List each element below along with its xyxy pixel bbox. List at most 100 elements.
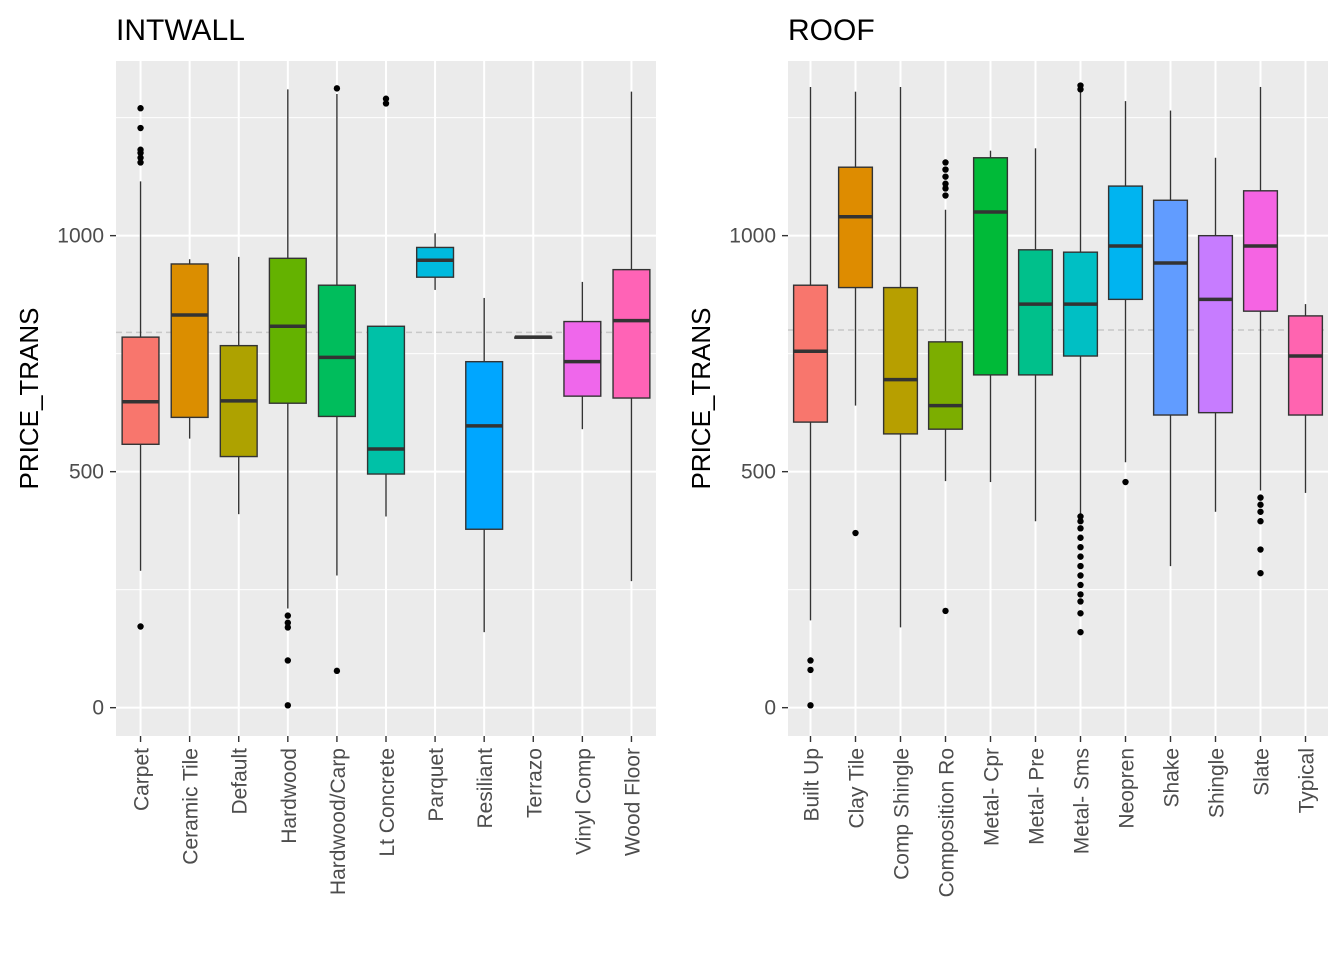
outlier-point [942,173,949,180]
box-body [1152,199,1189,416]
y-tick-label: 1000 [729,225,776,248]
box-body [792,284,829,423]
x-tick-label: Wood Floor [621,748,644,856]
x-tick-label: Neopren [1116,748,1139,829]
chart-title: ROOF [788,14,875,47]
y-tick-label: 500 [69,461,104,484]
y-tick-label: 0 [92,697,104,720]
outlier-point [1257,494,1264,501]
outlier-point [284,619,292,626]
box-body [612,268,651,399]
x-tick-label: Shake [1161,748,1184,808]
outlier-point [1077,591,1084,598]
outlier-point [1077,525,1084,532]
x-tick-label: Ceramic Tile [180,748,203,865]
outlier-point [942,185,949,192]
outlier-point [1077,562,1084,570]
box-hardwood-carp [317,85,357,675]
outlier-point [942,159,949,166]
box-body [1017,249,1054,376]
outlier-point [1122,478,1129,486]
box-shake [1152,110,1189,567]
outlier-point [1077,513,1084,520]
x-tick-label: Composition Ro [936,748,959,897]
box-default [219,256,258,515]
outlier-point [137,623,144,630]
box-body [1197,234,1234,414]
y-tick-label: 0 [764,697,776,720]
outlier-point [137,124,144,132]
box-parquet [415,233,455,290]
outlier-point [284,624,292,631]
box-clay-tile [837,91,874,537]
box-body [415,246,455,278]
chart-panel-2: 0 500 1000 Built Up Clay Tile Comp Shingle Com… [686,14,1328,897]
x-tick-label: Shingle [1206,748,1229,818]
outlier-point [382,95,390,102]
box-carpet [121,105,160,630]
outlier-point [1077,518,1084,525]
outlier-point [137,159,144,166]
outlier-point [1077,572,1084,579]
x-tick-label: Vinyl Comp [572,748,595,855]
box-built-up [792,86,829,709]
y-axis-label: PRICE_TRANS [14,307,44,489]
outlier-point [942,180,949,187]
box-terrazo [514,335,553,339]
box-composition-ro [927,159,964,615]
box-body [268,257,307,404]
outlier-point [284,612,292,619]
y-tick-label: 1000 [57,225,104,248]
outlier-point [1077,553,1084,560]
x-tick-label: Lt Concrete [376,748,399,857]
outlier-point [1257,518,1264,525]
outlier-point [1077,82,1084,89]
box-resiliant [465,297,504,633]
box-comp-shingle [882,86,919,628]
plot-background [788,61,1328,736]
x-tick-label: Hardwood [278,748,301,844]
x-tick-label: Metal- Cpr [981,748,1004,846]
outlier-point [137,154,144,161]
box-shingle [1197,157,1234,512]
box-body [1242,190,1279,312]
outlier-point [942,607,949,615]
outlier-point [942,166,949,173]
outlier-point [333,667,341,675]
outlier-point [1077,610,1084,617]
outlier-point [807,666,814,674]
outlier-point [382,100,390,107]
box-body [882,286,919,435]
x-tick-label: Comp Shingle [891,748,914,880]
outlier-point [1077,534,1084,541]
x-tick-label: Metal- Pre [1026,748,1049,845]
outlier-point [1257,501,1264,508]
outlier-point [942,192,949,199]
box-metal-pre [1017,148,1054,522]
outlier-point [1257,569,1264,577]
x-tick-label: Resiliant [474,748,497,829]
outlier-point [852,529,859,537]
outlier-point [1077,598,1084,605]
box-body [1107,185,1144,301]
box-metal-sms [1062,82,1099,636]
x-tick-label: Default [229,748,252,815]
x-tick-label: Slate [1251,748,1274,796]
x-tick-label: Clay Tile [846,748,869,829]
x-tick-label: Typical [1296,748,1319,813]
x-tick-label: Hardwood/Carp [327,748,350,895]
box-body [1287,315,1324,416]
outlier-point [1077,581,1084,589]
box-slate [1242,86,1279,577]
box-hardwood [268,89,307,709]
box-body [972,157,1009,376]
outlier-point [1077,543,1084,551]
x-tick-label: Metal- Sms [1071,748,1094,854]
outlier-point [1077,628,1084,636]
box-neopren [1107,101,1144,486]
box-wood-floor [612,91,651,582]
box-body [317,284,357,418]
box-typical [1287,304,1324,493]
outlier-point [137,146,144,153]
